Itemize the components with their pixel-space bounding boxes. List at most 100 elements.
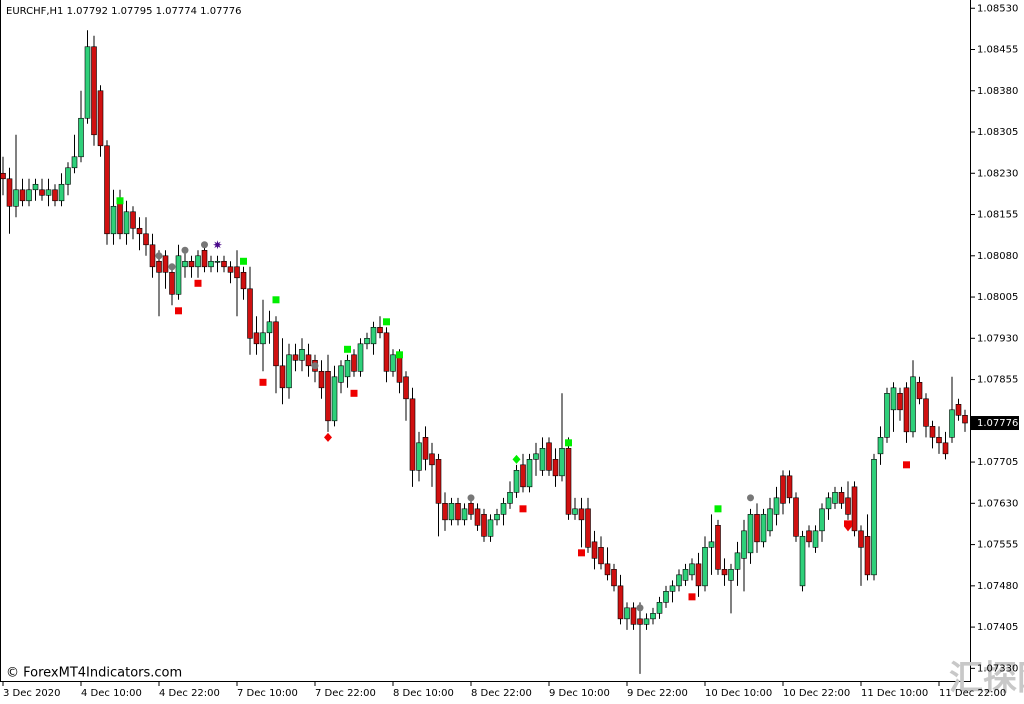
candle-body [370, 326, 377, 345]
x-tick-label: 11 Dec 22:00 [939, 688, 1006, 699]
candle-body [884, 393, 890, 438]
candle-body [84, 46, 91, 119]
x-tick-label: 7 Dec 10:00 [237, 688, 298, 699]
candle-body [546, 442, 552, 471]
signal-diamond [324, 432, 332, 442]
candle-body [409, 398, 416, 471]
y-tick-label: 1.08155 [977, 210, 1018, 221]
candle-body [390, 354, 396, 372]
x-tick-label: 8 Dec 22:00 [471, 688, 532, 699]
x-tick-label: 10 Dec 10:00 [705, 688, 772, 699]
candle-body [793, 497, 799, 537]
candle-body [156, 260, 162, 273]
candle-body [383, 332, 390, 372]
plot [0, 30, 968, 674]
candle-body [487, 519, 494, 537]
candle-body [780, 475, 786, 504]
current-price-label: 1.07776 [977, 418, 1018, 429]
candle-body [474, 508, 481, 526]
candle-body [39, 189, 45, 196]
signal-dot [467, 494, 475, 502]
candle-body [526, 459, 533, 488]
candle-body [91, 46, 97, 136]
candle-body [422, 437, 429, 460]
signal-dot [311, 362, 319, 370]
chart-title: EURCHF,H1 1.07792 1.07795 1.07774 1.0777… [6, 6, 242, 17]
signal-square [240, 257, 247, 265]
candle-body [292, 354, 299, 361]
candle-body [864, 536, 871, 576]
candle-body [305, 354, 312, 367]
candle-body [461, 508, 468, 521]
candle-body [591, 541, 598, 559]
signal-square [688, 593, 696, 601]
candle-body [936, 437, 942, 444]
candle-body [637, 618, 643, 625]
y-tick-label: 1.08380 [977, 86, 1018, 97]
signal-shield [844, 520, 852, 532]
candle-body [897, 393, 903, 411]
candle-body [858, 530, 864, 548]
candle-body [656, 602, 663, 614]
candle-body [143, 233, 149, 246]
y-tick-label: 1.08230 [977, 168, 1018, 179]
candle-body [364, 337, 370, 345]
candle-body [962, 415, 968, 424]
candle-body [442, 503, 448, 521]
candle-body [45, 189, 52, 196]
candle-body [377, 326, 383, 334]
candle-body [708, 541, 715, 548]
signal-square [344, 345, 351, 353]
candle-body [572, 508, 578, 515]
candle-body [604, 563, 611, 576]
candle-body [130, 211, 136, 229]
signal-dot [155, 252, 163, 260]
candle-body [630, 607, 637, 625]
y-tick-label: 1.07330 [977, 663, 1018, 674]
signal-dot [636, 604, 644, 612]
signal-square [116, 197, 124, 205]
signal-square [272, 296, 280, 304]
candle-body [682, 569, 689, 581]
candle-body [728, 569, 734, 581]
candle-body [669, 585, 676, 592]
candle-body [624, 607, 630, 620]
x-tick-label: 3 Dec 2020 [3, 688, 61, 699]
signal-square [350, 389, 358, 397]
candle-body [318, 371, 325, 389]
signal-square [396, 351, 403, 359]
candle-body [513, 470, 520, 493]
candle-body [97, 90, 104, 147]
candle-body [208, 260, 214, 268]
candle-body [507, 492, 513, 504]
x-tick-label: 4 Dec 10:00 [81, 688, 142, 699]
candle-body [104, 145, 110, 235]
y-tick-label: 1.07480 [977, 581, 1018, 592]
candle-body [6, 178, 13, 207]
candle-body [58, 183, 65, 202]
x-tick-label: 7 Dec 22:00 [315, 688, 376, 699]
candle-body [799, 536, 806, 587]
candle-body [455, 503, 461, 521]
y-tick-label: 1.08005 [977, 292, 1018, 303]
candle-body [195, 255, 201, 268]
candle-body [26, 189, 32, 202]
candle-body [266, 321, 273, 334]
candle-body [650, 613, 656, 620]
candle-body [702, 547, 708, 587]
watermark: © ForexMT4Indicators.com [6, 666, 182, 681]
current-price-box [971, 416, 1019, 431]
candle-body [221, 260, 227, 268]
candle-body [715, 525, 721, 570]
candle-body [910, 376, 916, 433]
candle-body [19, 189, 26, 202]
candle-body [578, 508, 585, 521]
candle-body [617, 585, 624, 620]
candle-body [182, 260, 188, 268]
candle-body [695, 563, 702, 587]
candle-body [110, 205, 117, 235]
x-tick-label: 8 Dec 10:00 [393, 688, 454, 699]
candle-body [481, 514, 487, 537]
